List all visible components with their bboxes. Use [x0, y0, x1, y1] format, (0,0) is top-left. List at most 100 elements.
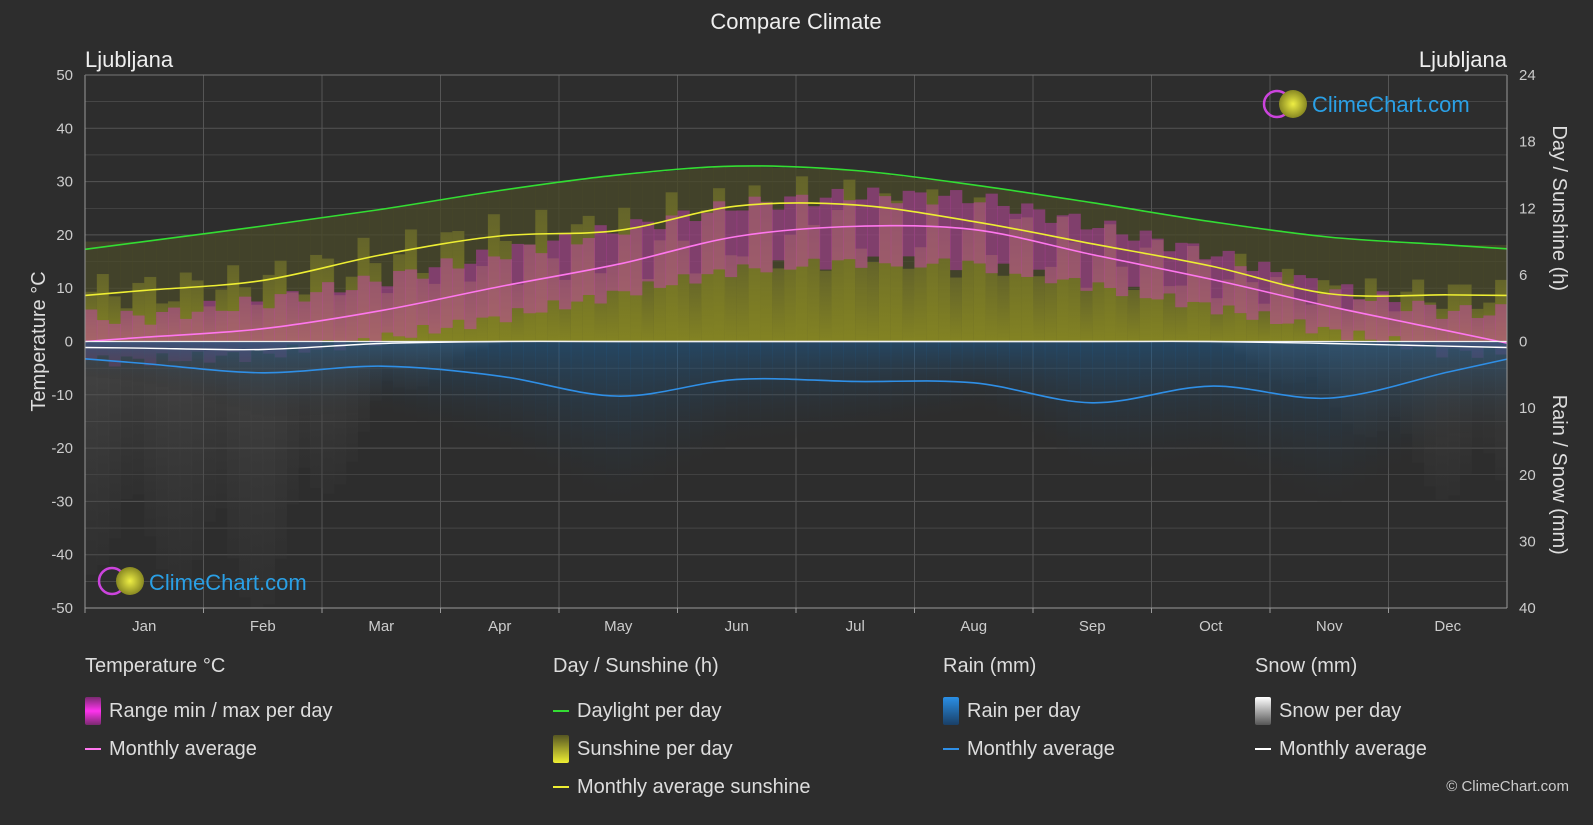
month-label: Feb	[250, 618, 276, 635]
rain-swatch-icon	[943, 697, 959, 725]
sunshine-bar	[831, 210, 844, 342]
rain-bar	[689, 341, 702, 464]
temp-range-bar	[784, 196, 797, 270]
sunshine-bar	[452, 231, 465, 342]
rain-bar	[1317, 341, 1330, 504]
rain-bar	[1270, 341, 1283, 485]
legend-temperature: Temperature °C Range min / max per day M…	[85, 655, 332, 768]
sunshine-bar	[582, 215, 595, 342]
month-label: Dec	[1434, 618, 1461, 635]
temp-range-bar	[831, 188, 844, 261]
sunshine-bar	[902, 268, 915, 342]
rain-bar	[641, 341, 655, 488]
sunshine-bar	[239, 287, 252, 342]
snow-bar	[85, 341, 98, 575]
sunshine-bar	[1293, 299, 1306, 342]
location-right: Ljubljana	[1419, 47, 1508, 72]
rain-bar	[807, 341, 821, 436]
sunshine-bar	[748, 185, 761, 342]
sunshine-bar	[250, 304, 264, 342]
rain-bar	[1021, 341, 1034, 433]
month-label: Nov	[1316, 618, 1343, 635]
rain-bar	[1400, 341, 1413, 461]
rain-bar	[404, 341, 418, 420]
temp-range-bar	[1104, 220, 1117, 288]
climechart-logo-bottom: ClimeChart.com	[97, 566, 307, 596]
snow-bar	[179, 341, 193, 583]
rain-bar	[736, 341, 749, 443]
sunshine-swatch-icon	[553, 735, 569, 763]
line-swatch-icon	[553, 710, 569, 712]
temp-range-bar	[523, 244, 536, 314]
sunshine-bar	[618, 207, 631, 342]
legend-item-sunshine-avg: Monthly average sunshine	[553, 768, 810, 806]
rain-bar	[1056, 341, 1069, 453]
sunshine-bar	[914, 247, 927, 342]
temp-range-bar	[511, 243, 524, 309]
rain-bar	[1364, 341, 1378, 483]
sunshine-bar	[1424, 302, 1437, 342]
temp-range-bar	[1175, 242, 1188, 308]
sunshine-bar	[772, 268, 785, 342]
rain-bar	[239, 341, 252, 411]
temp-range-bar	[1364, 300, 1378, 340]
rain-bar	[1352, 341, 1366, 490]
legend-label: Range min / max per day	[109, 699, 333, 722]
month-label: Jun	[725, 618, 749, 635]
rain-bar	[369, 341, 382, 411]
rain-bar	[1163, 341, 1176, 465]
sunshine-bar	[1092, 255, 1105, 342]
temp-range-bar	[499, 259, 512, 323]
sunshine-bar	[878, 193, 892, 342]
sunshine-bar	[499, 241, 512, 342]
temp-range-bar	[1246, 270, 1259, 320]
temp-range-bar	[1317, 294, 1330, 327]
temp-range-bar	[630, 219, 643, 296]
temp-range-bar	[926, 204, 939, 264]
rain-bar	[1329, 341, 1342, 503]
sunshine-bar	[108, 296, 121, 342]
temp-range-bar	[807, 206, 821, 259]
rain-bar	[156, 341, 169, 388]
sunshine-bar	[298, 294, 311, 342]
temp-range-bar	[724, 210, 738, 278]
temp-range-bar	[1459, 305, 1472, 351]
rain-bar	[1222, 341, 1235, 465]
sunshine-bar	[1151, 240, 1164, 342]
temp-range-bar	[440, 258, 453, 328]
sunshine-bar	[1115, 266, 1129, 342]
rain-bar	[487, 341, 501, 444]
rain-bar	[772, 341, 785, 440]
sunshine-bar	[665, 192, 678, 342]
sunshine-bar	[1009, 219, 1022, 342]
rain-bar	[784, 341, 797, 439]
sunshine-bar	[1459, 284, 1472, 342]
temp-range-bar	[653, 229, 667, 288]
sunshine-bar	[215, 289, 228, 342]
sunshine-bar	[1044, 266, 1058, 342]
rain-bar	[1376, 341, 1389, 476]
temp-range-bar	[452, 268, 465, 320]
rain-bar	[144, 341, 157, 384]
sunshine-bar	[262, 274, 275, 342]
temp-range-bar	[464, 263, 477, 330]
sunshine-bar	[1163, 286, 1176, 342]
temp-range-bar	[985, 193, 998, 274]
temp-range-bar	[736, 210, 749, 265]
sunshine-bar	[167, 301, 181, 342]
rain-bar	[1495, 341, 1508, 433]
rain-bar	[310, 341, 323, 415]
rain-bar	[345, 341, 358, 413]
snow-bar	[108, 341, 121, 539]
sunshine-bar	[819, 270, 832, 342]
rain-avg-line	[84, 358, 1508, 404]
sunshine-bar	[677, 240, 690, 342]
rain-bar	[831, 341, 844, 433]
temp-range-bar	[796, 194, 809, 267]
sunshine-bar	[1222, 279, 1235, 342]
legend-item-temp-avg: Monthly average	[85, 730, 332, 768]
temp-range-bar	[772, 209, 785, 261]
temp-range-bar	[713, 201, 726, 270]
sunshine-bar	[926, 189, 939, 342]
rain-bar	[1139, 341, 1152, 468]
